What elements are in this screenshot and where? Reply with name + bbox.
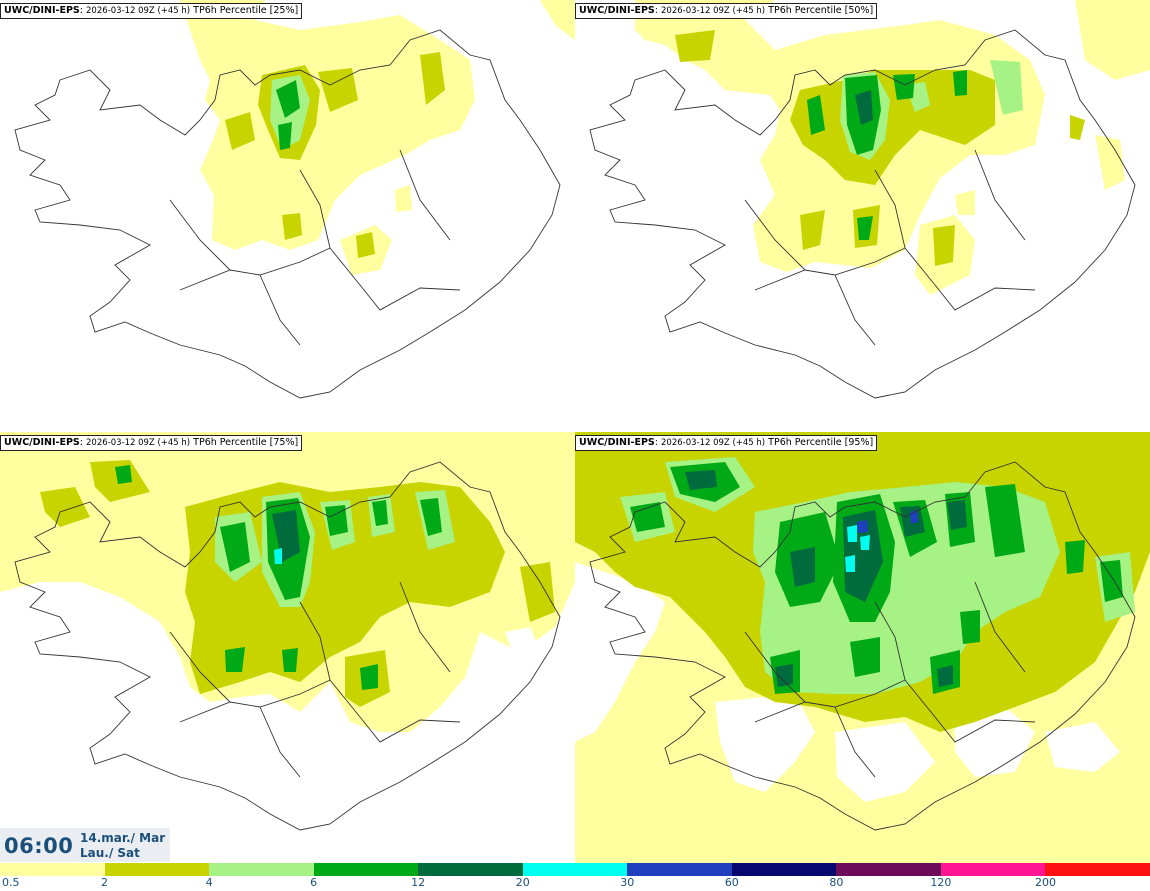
panel-title-p50: UWC/DINI-EPS: 2026-03-12 09Z (+45 h) TP6… bbox=[575, 3, 878, 19]
model-name: UWC/DINI-EPS bbox=[4, 437, 80, 448]
colorbar-tick-label: 200 bbox=[1034, 876, 1056, 889]
valid-date-line1: 14.mar./ Mar bbox=[80, 831, 166, 845]
product-label: TP6h Percentile [25%] bbox=[193, 5, 299, 16]
colorbar-tick-label: 4 bbox=[205, 876, 213, 889]
model-name: UWC/DINI-EPS bbox=[4, 5, 80, 16]
colorbar-segment bbox=[836, 863, 942, 876]
iceland-coastline bbox=[589, 29, 1136, 399]
colorbar-tick-label: 60 bbox=[724, 876, 739, 889]
colorbar-tick-label: 20 bbox=[515, 876, 530, 889]
precip-map-p50 bbox=[589, 0, 1150, 399]
colorbar-tick-label: 120 bbox=[930, 876, 952, 889]
colorbar-segment bbox=[522, 863, 628, 876]
colorbar-segment bbox=[209, 863, 315, 876]
precip-shading bbox=[575, 432, 1150, 864]
iceland-coastline bbox=[14, 461, 561, 831]
colorbar-tick-label: 12 bbox=[411, 876, 426, 889]
product-label: TP6h Percentile [95%] bbox=[768, 437, 874, 448]
valid-date-line2: Lau./ Sat bbox=[80, 846, 140, 860]
product-label: TP6h Percentile [50%] bbox=[768, 5, 874, 16]
model-name: UWC/DINI-EPS bbox=[579, 437, 655, 448]
colorbar-tick-label: 80 bbox=[829, 876, 844, 889]
model-name: UWC/DINI-EPS bbox=[579, 5, 655, 16]
precip-map-p75 bbox=[0, 432, 575, 831]
valid-time-stamp: 06:00 14.mar./ Mar Lau./ Sat bbox=[0, 828, 170, 862]
precip-shading bbox=[180, 0, 575, 275]
colorbar-segment bbox=[0, 863, 106, 876]
colorbar-tick-label: 2 bbox=[101, 876, 109, 889]
precip-map-p95 bbox=[575, 432, 1150, 864]
colorbar-segment bbox=[418, 863, 524, 876]
colorbar-segment bbox=[1045, 863, 1150, 876]
run-time: 2026-03-12 09Z (+45 h) bbox=[86, 438, 191, 448]
panel-title-p95: UWC/DINI-EPS: 2026-03-12 09Z (+45 h) TP6… bbox=[575, 435, 878, 451]
colorbar-segment bbox=[731, 863, 837, 876]
iceland-coastline bbox=[14, 29, 561, 399]
panel-title-p75: UWC/DINI-EPS: 2026-03-12 09Z (+45 h) TP6… bbox=[0, 435, 303, 451]
product-label: TP6h Percentile [75%] bbox=[193, 437, 299, 448]
colorbar-segment bbox=[627, 863, 733, 876]
colorbar-tick-label: 0.5 bbox=[2, 876, 20, 889]
precip-map-p25 bbox=[14, 0, 575, 399]
iceland-coastline bbox=[589, 461, 1136, 831]
colorbar-tick-label: 30 bbox=[620, 876, 635, 889]
run-time: 2026-03-12 09Z (+45 h) bbox=[661, 438, 766, 448]
run-time: 2026-03-12 09Z (+45 h) bbox=[86, 6, 191, 16]
map-panel-p25: UWC/DINI-EPS: 2026-03-12 09Z (+45 h) TP6… bbox=[0, 0, 575, 432]
panel-title-p25: UWC/DINI-EPS: 2026-03-12 09Z (+45 h) TP6… bbox=[0, 3, 303, 19]
precip-shading bbox=[635, 0, 1150, 295]
map-panel-p95: UWC/DINI-EPS: 2026-03-12 09Z (+45 h) TP6… bbox=[575, 432, 1150, 864]
run-time: 2026-03-12 09Z (+45 h) bbox=[661, 6, 766, 16]
colorbar-tick-label: 6 bbox=[310, 876, 318, 889]
colorbar-legend: 0.5 2 4 6 12 20 30 60 80 120 200 bbox=[0, 863, 1150, 891]
colorbar-segment bbox=[940, 863, 1046, 876]
colorbar-segment bbox=[313, 863, 419, 876]
valid-time: 06:00 bbox=[4, 834, 74, 858]
map-panel-p75: UWC/DINI-EPS: 2026-03-12 09Z (+45 h) TP6… bbox=[0, 432, 575, 864]
colorbar-segment bbox=[104, 863, 210, 876]
precip-shading bbox=[0, 432, 575, 732]
map-panel-p50: UWC/DINI-EPS: 2026-03-12 09Z (+45 h) TP6… bbox=[575, 0, 1150, 432]
